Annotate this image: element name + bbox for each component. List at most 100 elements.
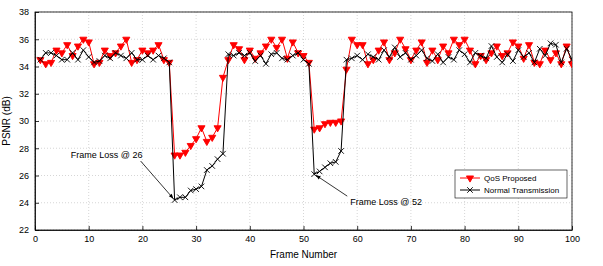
tick-mark <box>196 226 197 230</box>
marker <box>176 153 183 159</box>
marker <box>456 47 462 53</box>
plot-frame <box>35 12 572 230</box>
marker <box>231 53 237 59</box>
marker <box>209 135 216 141</box>
marker <box>140 57 146 63</box>
annotation-arrow <box>316 175 347 196</box>
tick-label: 32 <box>19 89 29 99</box>
tick: 30 <box>19 116 39 126</box>
chart: 0102030405060708090100222426283032343638… <box>0 0 603 266</box>
marker <box>199 184 205 190</box>
grid-line <box>35 148 572 149</box>
marker <box>289 40 296 46</box>
marker <box>386 58 393 64</box>
marker <box>70 50 76 56</box>
tick: 24 <box>19 198 39 208</box>
marker <box>133 58 140 64</box>
tick-mark <box>465 226 466 230</box>
marker <box>408 57 414 63</box>
marker <box>258 53 264 59</box>
marker <box>209 163 215 169</box>
grid-line <box>35 121 572 122</box>
annotation: Frame Loss @ 52 <box>350 197 422 207</box>
marker <box>214 126 221 132</box>
tick: 10 <box>84 226 94 244</box>
marker <box>279 56 285 62</box>
marker <box>128 60 135 66</box>
marker <box>397 37 404 43</box>
tick-mark <box>357 226 358 230</box>
marker <box>274 50 280 56</box>
marker <box>413 53 419 59</box>
marker <box>332 120 339 126</box>
marker <box>203 139 210 145</box>
marker <box>219 75 226 81</box>
marker <box>226 51 232 57</box>
marker <box>107 56 113 62</box>
marker <box>188 188 194 194</box>
marker <box>290 53 296 59</box>
marker <box>451 57 457 63</box>
marker <box>38 57 44 63</box>
marker <box>440 44 447 50</box>
tick: 40 <box>245 226 255 244</box>
marker <box>328 160 334 166</box>
annotations: Frame Loss @ 26 Frame Loss @ 52 <box>71 150 422 207</box>
marker <box>430 58 436 64</box>
tick-label: 70 <box>406 234 416 244</box>
grid-line <box>303 12 304 230</box>
marker <box>569 57 572 63</box>
tick: 38 <box>19 7 39 17</box>
tick-mark <box>89 226 90 230</box>
marker <box>268 51 274 57</box>
tick-label: 30 <box>192 234 202 244</box>
tick-mark <box>142 226 143 230</box>
marker <box>504 51 511 57</box>
marker <box>316 126 323 132</box>
tick-mark <box>35 121 39 122</box>
marker <box>392 45 398 51</box>
tick: 50 <box>299 226 309 244</box>
x-axis-title: Frame Number <box>270 249 338 260</box>
legend-marker <box>467 187 473 193</box>
tick-label: 100 <box>565 234 580 244</box>
marker <box>344 57 350 63</box>
marker <box>155 43 162 49</box>
marker <box>64 43 71 49</box>
series-group <box>37 37 572 203</box>
marker <box>59 57 65 63</box>
marker <box>204 167 210 173</box>
tick-label: 30 <box>19 116 29 126</box>
legend: QoS ProposedNormal Transmission <box>455 170 567 198</box>
marker <box>461 37 468 43</box>
annotation: Frame Loss @ 26 <box>71 150 143 160</box>
marker <box>505 51 511 57</box>
marker <box>376 57 382 63</box>
marker <box>198 126 205 132</box>
grid-line <box>35 93 572 94</box>
marker <box>134 57 140 63</box>
marker <box>419 47 425 53</box>
grid-line <box>35 39 572 40</box>
marker <box>493 44 500 50</box>
marker <box>375 48 382 54</box>
marker <box>311 171 317 177</box>
marker <box>86 54 92 60</box>
tick: 26 <box>19 171 39 181</box>
tick: 34 <box>19 62 39 72</box>
marker <box>553 42 559 48</box>
grid-line <box>196 12 197 230</box>
marker <box>424 56 430 62</box>
marker <box>64 57 70 63</box>
marker <box>129 50 135 56</box>
marker <box>193 137 200 143</box>
tick-label: 40 <box>245 234 255 244</box>
marker <box>532 60 538 66</box>
marker <box>397 54 403 60</box>
marker <box>48 60 55 66</box>
marker <box>177 195 183 201</box>
legend-marker <box>466 176 473 182</box>
marker <box>568 62 572 68</box>
tick-mark <box>35 203 39 204</box>
legend-box <box>455 170 567 198</box>
